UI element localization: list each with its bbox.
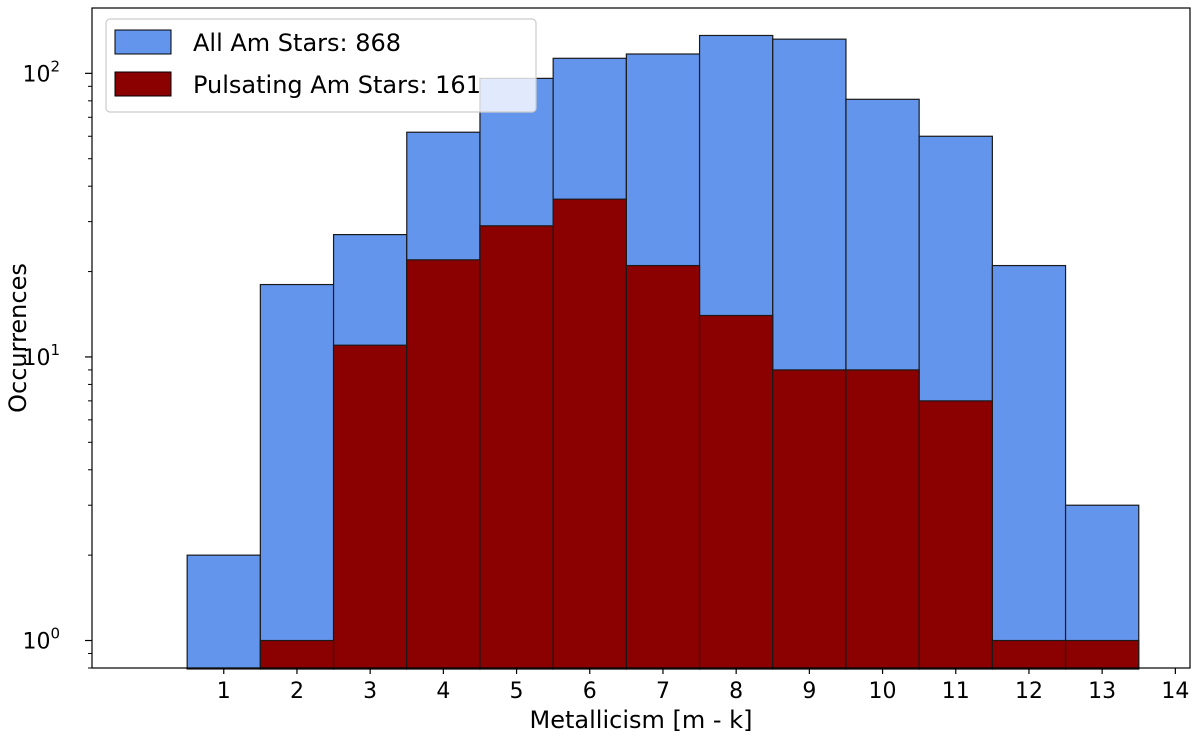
legend-label-all-am-stars: All Am Stars: 868: [193, 29, 401, 57]
bar-pulsating-am-stars-9: [772, 369, 847, 670]
legend-swatch-all-am-stars: [114, 29, 172, 55]
x-tick-label: 3: [363, 679, 377, 704]
bar-pulsating-am-stars-6: [552, 198, 627, 670]
x-axis-ticks: 1 2 3 4 5 6 7 8 9 10 11 12 13 14: [217, 668, 1189, 704]
legend-swatch-pulsating-am-stars: [114, 71, 172, 97]
x-tick-label: 2: [290, 679, 304, 704]
y-axis-ticks: 100 101 102: [22, 57, 92, 669]
bar-pulsating-am-stars-7: [625, 264, 701, 670]
legend-box: [105, 18, 537, 113]
y-tick-label: 101: [22, 341, 60, 371]
bar-pulsating-am-stars-8: [698, 314, 774, 670]
y-axis-label: Occurrences: [4, 263, 32, 413]
legend-label-pulsating-am-stars: Pulsating Am Stars: 161: [193, 71, 481, 99]
x-tick-label: 5: [510, 679, 524, 704]
x-tick-label: 8: [729, 679, 743, 704]
x-tick-label: 1: [217, 679, 231, 704]
bar-pulsating-am-stars-12: [991, 639, 1067, 670]
bar-pulsating-am-stars-2: [259, 639, 335, 670]
bar-all-am-stars-1: [186, 554, 261, 670]
x-tick-label: 9: [802, 679, 816, 704]
x-tick-label: 12: [1015, 679, 1043, 704]
x-axis-label: Metallicism [m - k]: [530, 706, 753, 734]
x-tick-label: 14: [1161, 679, 1189, 704]
bar-pulsating-am-stars-5: [479, 225, 554, 670]
pulsating-am-stars-bars: [259, 198, 1140, 670]
x-tick-label: 7: [656, 679, 670, 704]
x-tick-label: 6: [583, 679, 597, 704]
x-tick-label: 13: [1088, 679, 1116, 704]
x-tick-label: 11: [942, 679, 970, 704]
bar-pulsating-am-stars-4: [406, 259, 481, 670]
bar-all-am-stars-2: [259, 283, 335, 670]
bar-pulsating-am-stars-13: [1064, 639, 1140, 670]
x-tick-label: 4: [436, 679, 450, 704]
y-tick-label: 100: [22, 625, 60, 655]
x-tick-label: 10: [869, 679, 897, 704]
bar-pulsating-am-stars-3: [332, 344, 408, 670]
bar-pulsating-am-stars-10: [845, 369, 920, 670]
y-tick-label: 102: [22, 57, 60, 87]
legend: All Am Stars: 868 Pulsating Am Stars: 16…: [105, 18, 537, 113]
plot-frame: [91, 7, 1191, 669]
bar-all-am-stars-12: [991, 264, 1067, 670]
bar-pulsating-am-stars-11: [918, 400, 993, 670]
